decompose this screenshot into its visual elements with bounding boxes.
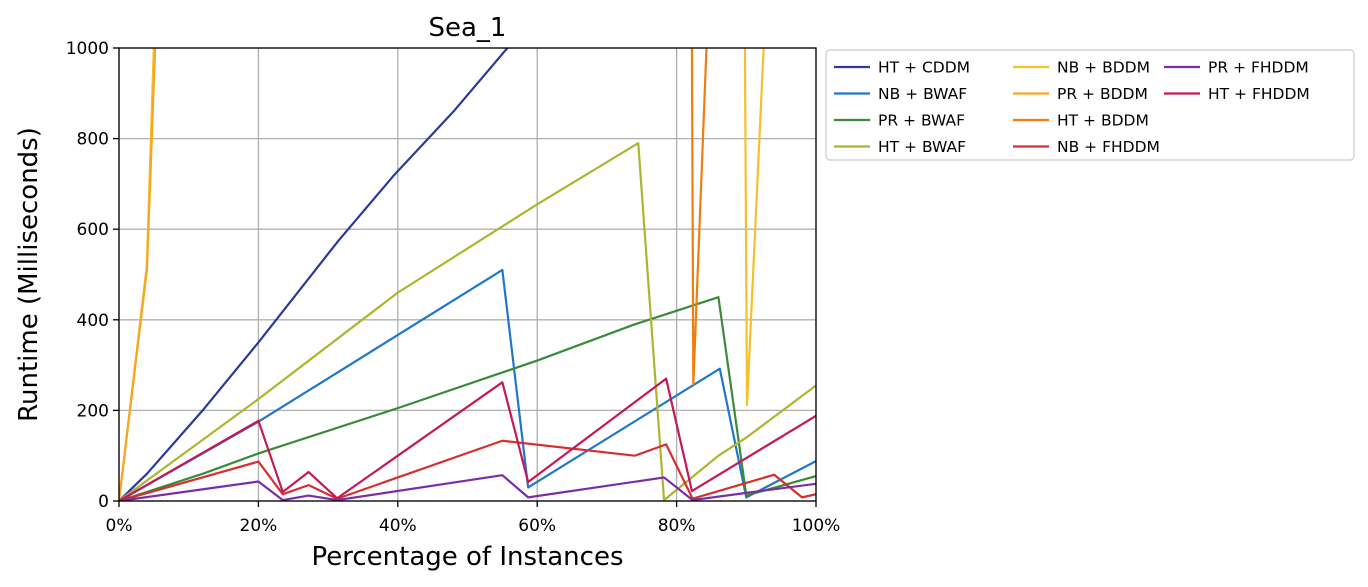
x-axis-title: Percentage of Instances — [312, 542, 624, 572]
y-tick-label: 1000 — [66, 39, 109, 59]
grid-lines — [118, 47, 817, 502]
chart-title: Sea_1 — [429, 13, 507, 43]
legend-label-ht-bwaf: HT + BWAF — [878, 138, 966, 156]
series-line-nb-bddm — [119, 48, 765, 501]
series-line-ht-bddm — [690, 48, 708, 386]
x-tick-label: 60% — [518, 516, 556, 536]
series-line-ht-cddm — [119, 48, 509, 501]
series-line-ht-fhddm — [119, 377, 816, 501]
x-tick-label: 100% — [792, 516, 841, 536]
y-tick-label: 0 — [98, 492, 109, 512]
legend-label-nb-fhddm: NB + FHDDM — [1057, 138, 1160, 156]
series-line-pr-bddm — [119, 48, 157, 501]
legend-label-ht-cddm: HT + CDDM — [878, 59, 970, 77]
axes: 0% 20% 40% 60% 80% 100% 0 200 400 600 800 1000 — [66, 39, 841, 536]
legend-label-nb-bwaf: NB + BWAF — [878, 85, 967, 103]
y-axis-title: Runtime (Milliseconds) — [14, 127, 44, 422]
x-tick-label: 0% — [106, 516, 133, 536]
legend-box — [825, 49, 1355, 161]
legend-label-ht-fhddm: HT + FHDDM — [1208, 85, 1310, 103]
y-tick-label: 200 — [77, 401, 109, 421]
legend-label-nb-bddm: NB + BDDM — [1057, 59, 1150, 77]
y-tick-label: 600 — [77, 220, 109, 240]
series-line-nb-fhddm — [119, 439, 816, 501]
plot-area — [119, 48, 816, 501]
x-tick-label: 40% — [379, 516, 417, 536]
y-tick-label: 400 — [77, 311, 109, 331]
legend-label-pr-bddm: PR + BDDM — [1057, 85, 1148, 103]
legend-label-pr-fhddm: PR + FHDDM — [1208, 59, 1309, 77]
axes-frame — [118, 47, 817, 502]
series-line-ht-bwaf — [119, 142, 816, 501]
x-tick-label: 20% — [240, 516, 278, 536]
y-tick-label: 800 — [77, 130, 109, 150]
legend: HT + CDDM NB + BWAF PR + BWAF HT + BWAF NB +… — [825, 49, 1355, 161]
series-line-pr-fhddm — [119, 474, 816, 501]
x-tick-label: 80% — [658, 516, 696, 536]
series-line-pr-bwaf — [119, 296, 816, 501]
legend-label-pr-bwaf: PR + BWAF — [878, 112, 965, 130]
legend-label-ht-bddm: HT + BDDM — [1057, 112, 1149, 130]
